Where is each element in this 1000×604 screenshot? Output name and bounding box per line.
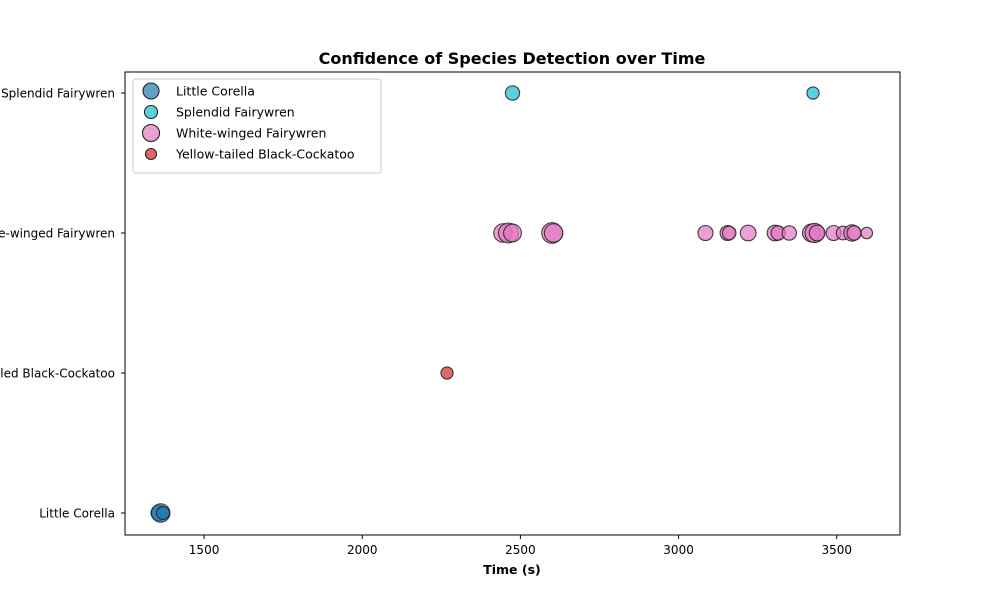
legend-box [132, 78, 382, 174]
y-tick-label: White-winged Fairywren [0, 227, 115, 241]
data-point [697, 224, 714, 242]
x-tick-label: 2500 [505, 543, 536, 557]
data-point [503, 223, 522, 243]
legend: Little Corella Splendid Fairywren White-wi… [132, 78, 382, 174]
data-point [781, 225, 797, 241]
y-tick-label: Splendid Fairywren [1, 87, 115, 101]
legend-marker [141, 123, 161, 143]
legend-marker [142, 82, 160, 100]
data-point [846, 225, 862, 241]
x-tick-label: 1500 [189, 543, 220, 557]
data-points [150, 85, 874, 523]
legend-label: Little Corella [176, 84, 255, 99]
data-point [440, 366, 454, 380]
legend-marker [143, 104, 159, 120]
data-point [808, 224, 826, 242]
x-tick-label: 3500 [821, 543, 852, 557]
x-tick-label: 2000 [347, 543, 378, 557]
x-axis-label: Time (s) [483, 562, 541, 577]
axes: 1500 2000 2500 3000 3500 Little Corella Yellow… [0, 71, 901, 557]
x-tick-label: 3000 [663, 543, 694, 557]
data-point [721, 225, 737, 241]
y-tick-label: Little Corella [39, 507, 115, 521]
chart-title: Confidence of Species Detection over Tim… [319, 49, 706, 68]
legend-label: White-winged Fairywren [176, 126, 326, 141]
data-point [739, 224, 757, 242]
plot-frame [124, 71, 901, 536]
data-point [504, 85, 521, 101]
legend-marker [144, 147, 158, 161]
legend-label: Yellow-tailed Black-Cockatoo [175, 147, 355, 162]
data-point [543, 223, 564, 243]
data-point [155, 505, 170, 520]
y-tick-label: Yellow-tailed Black-Cockatoo [0, 367, 115, 381]
data-point [806, 86, 820, 100]
data-point [860, 226, 874, 240]
legend-label: Splendid Fairywren [176, 105, 295, 120]
